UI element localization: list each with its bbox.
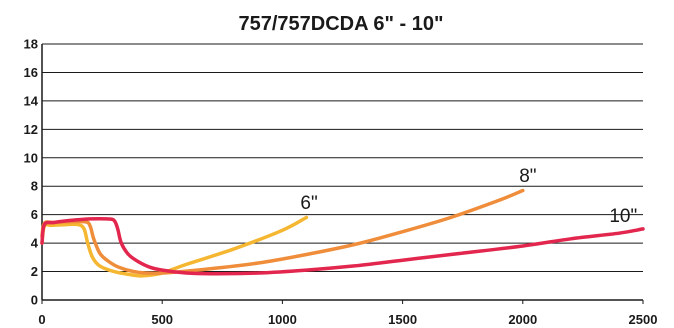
series-label: 6"	[300, 193, 317, 214]
series-line-1	[40, 215, 309, 278]
y-tick-label: 6	[31, 207, 38, 222]
x-axis-ticks: 0 500 1000 1500 2000 2500	[38, 300, 657, 327]
y-tick-label: 12	[24, 122, 38, 137]
y-axis-ticks: 0 2 4 6 8 10 12 14 16 18	[24, 37, 39, 308]
x-tick-label: 0	[38, 312, 45, 327]
x-tick-label: 500	[151, 312, 173, 327]
y-tick-label: 4	[31, 236, 39, 251]
y-tick-label: 10	[24, 150, 38, 165]
series-labels: 6" 8" 10"	[300, 166, 637, 227]
grid	[42, 43, 643, 273]
series-lines	[40, 188, 645, 278]
x-tick-label: 1500	[388, 312, 417, 327]
series-label: 8"	[519, 166, 536, 187]
series-line-3	[40, 217, 645, 276]
y-tick-label: 0	[31, 293, 38, 308]
y-tick-label: 14	[24, 93, 39, 108]
y-tick-label: 18	[24, 37, 38, 52]
series-label: 10"	[609, 206, 637, 227]
x-tick-label: 2500	[629, 312, 658, 327]
x-tick-label: 2000	[508, 312, 537, 327]
axes	[41, 44, 643, 301]
y-tick-label: 8	[31, 179, 38, 194]
y-tick-label: 16	[24, 65, 38, 80]
x-tick-label: 1000	[268, 312, 297, 327]
y-tick-label: 2	[31, 264, 38, 279]
chart-title: 757/757DCDA 6" - 10"	[239, 13, 444, 35]
